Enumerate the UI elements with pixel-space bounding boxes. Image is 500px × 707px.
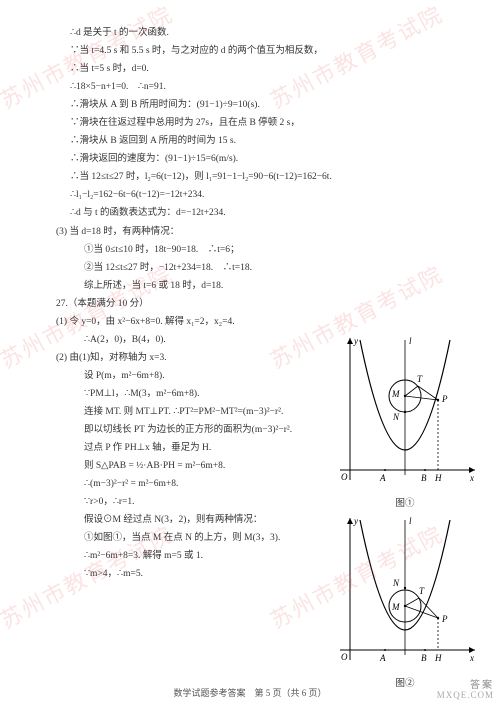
body-line: ∴滑块返回的速度为：(91−1)÷15=6(m/s). — [56, 150, 326, 168]
body-line: ①当 0≤t≤10 时，18t−90=18. ∴t=6； — [56, 241, 326, 259]
svg-text:M: M — [391, 602, 400, 612]
body-line: 连接 MT. 则 MT⊥PT. ∴PT²=PM²−MT²=(m−3)²−r². — [56, 403, 326, 421]
body-line: ∵m>4，∴m=5. — [56, 565, 326, 583]
body-line: ∴当 12≤t≤27 时，l₂=6(t−12)，则 l₁=91−1−l₂=90−… — [56, 168, 326, 186]
svg-text:H: H — [434, 473, 442, 483]
figure-1-caption: 图① — [330, 495, 480, 509]
site-tag-line2: MXQE.COM — [437, 691, 494, 701]
body-line: ∵PM⊥l，∴M(3，m²−6m+8). — [56, 385, 326, 403]
svg-text:x: x — [469, 473, 474, 483]
body-line: (1) 令 y=0，由 x²−6x+8=0. 解得 x₁=2，x₂=4. — [56, 313, 326, 331]
page-footer: 数学试题参考答案 第 5 页（共 6 页） — [0, 686, 500, 699]
site-watermark: 答案 MXQE.COM — [437, 680, 494, 701]
body-line: ∵当 t=4.5 s 和 5.5 s 时，与之对应的 d 的两个值互为相反数， — [56, 42, 326, 60]
body-line: ∵r>0，∴r=1. — [56, 493, 326, 511]
svg-text:T: T — [419, 586, 425, 596]
svg-text:B: B — [421, 473, 427, 483]
body-line: ∴d 与 t 的函数表达式为：d=−12t+234. — [56, 204, 326, 222]
body-line: 则 S△PAB = ½·AB·PH = m²−6m+8. — [56, 457, 326, 475]
body-line: ∴当 t=5 s 时，d=0. — [56, 60, 326, 78]
body-line: ∴m²−6m+8=3. 解得 m=5 或 1. — [56, 547, 326, 565]
svg-text:A: A — [379, 473, 386, 483]
body-line: ①如图①，当点 M 在点 N 的上方，则 M(3，3). — [56, 529, 326, 547]
svg-text:N: N — [392, 412, 400, 422]
figure-2: O A B H x y l N M T P 图② — [330, 510, 480, 689]
text-column: ∴d 是关于 t 的一次函数. ∵当 t=4.5 s 和 5.5 s 时，与之对… — [56, 24, 326, 583]
body-line: ∴滑块从 B 返回到 A 所用的时间为 15 s. — [56, 132, 326, 150]
body-line: ∴(m−3)²−r² = m²−6m+8. — [56, 475, 326, 493]
figure-1-svg: O A B H x y l M T P N — [330, 330, 480, 490]
figure-1: O A B H x y l M T P N 图① — [330, 330, 480, 509]
svg-text:B: B — [421, 653, 427, 663]
svg-text:H: H — [434, 653, 442, 663]
body-line: ∴l₁−l₂=162−6t−6(t−12)=−12t+234. — [56, 186, 326, 204]
body-line: 过点 P 作 PH⊥x 轴，垂足为 H. — [56, 439, 326, 457]
svg-text:y: y — [353, 336, 358, 346]
svg-text:O: O — [341, 652, 348, 662]
body-line: ∴d 是关于 t 的一次函数. — [56, 24, 326, 42]
body-line: (2) 由(1)知，对称轴为 x=3. — [56, 349, 326, 367]
svg-text:l: l — [409, 336, 412, 346]
figure-2-svg: O A B H x y l N M T P — [330, 510, 480, 670]
svg-text:x: x — [469, 653, 474, 663]
body-line: 即以切线长 PT 为边长的正方形的面积为(m−3)²−r². — [56, 421, 326, 439]
body-line: ②当 12≤t≤27 时，−12t+234=18. ∴t=18. — [56, 259, 326, 277]
svg-text:y: y — [353, 516, 358, 526]
body-line: 综上所述，当 t=6 或 18 时，d=18. — [56, 277, 326, 295]
svg-text:T: T — [417, 374, 423, 384]
body-line: ∵滑块在往返过程中总用时为 27s，且在点 B 停顿 2 s， — [56, 114, 326, 132]
body-line: ∴A(2，0)，B(4，0). — [56, 331, 326, 349]
body-line: ∴18×5−n+1=0. ∴n=91. — [56, 78, 326, 96]
body-line: (3) 当 d=18 时，有两种情况： — [56, 223, 326, 241]
body-line: 假设⊙M 经过点 N(3，2)，则有两种情况： — [56, 511, 326, 529]
svg-text:l: l — [409, 516, 412, 526]
svg-text:P: P — [441, 394, 448, 404]
svg-text:A: A — [379, 653, 386, 663]
body-line: 27.（本题满分 10 分） — [56, 295, 326, 313]
body-line: 设 P(m，m²−6m+8). — [56, 367, 326, 385]
svg-text:P: P — [441, 614, 448, 624]
svg-text:M: M — [391, 389, 400, 399]
svg-text:N: N — [392, 578, 400, 588]
body-line: ∴滑块从 A 到 B 所用时间为：(91−1)÷9=10(s). — [56, 96, 326, 114]
svg-text:O: O — [341, 472, 348, 482]
